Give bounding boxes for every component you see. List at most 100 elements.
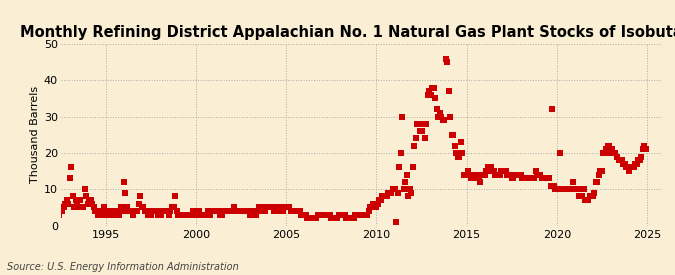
Point (138, 205, 148, 210)
Point (306, 216, 317, 221)
Point (134, 202, 144, 206)
Point (95, 209, 105, 213)
Point (234, 209, 245, 213)
Point (574, 194, 585, 199)
Point (159, 209, 170, 213)
Point (624, 169, 634, 173)
Point (464, 172, 475, 177)
Point (527, 176, 538, 180)
Point (394, 165, 404, 170)
Point (418, 122, 429, 126)
Point (455, 140, 466, 144)
Point (201, 212, 212, 217)
Point (243, 209, 254, 213)
Point (210, 209, 221, 213)
Point (622, 165, 633, 170)
Point (520, 176, 531, 180)
Point (397, 114, 408, 119)
Point (504, 172, 514, 177)
Point (148, 209, 159, 213)
Point (416, 129, 427, 133)
Point (183, 212, 194, 217)
Point (514, 172, 524, 177)
Point (204, 212, 215, 217)
Point (560, 187, 571, 191)
Point (286, 209, 296, 213)
Point (607, 147, 618, 152)
Point (356, 212, 367, 217)
Point (228, 205, 239, 210)
Point (248, 212, 259, 217)
Point (398, 187, 409, 191)
Point (230, 209, 240, 213)
Point (620, 165, 631, 170)
Point (288, 209, 299, 213)
Point (207, 209, 218, 213)
Point (157, 209, 168, 213)
Point (425, 93, 436, 97)
Point (639, 144, 649, 148)
Point (293, 209, 304, 213)
Point (347, 216, 358, 221)
Point (362, 212, 373, 217)
Point (358, 212, 369, 217)
Point (440, 56, 451, 61)
Point (54, 212, 65, 217)
Point (188, 209, 198, 213)
Point (545, 183, 556, 188)
Point (491, 172, 502, 177)
Point (566, 187, 577, 191)
Point (512, 172, 523, 177)
Point (500, 169, 511, 173)
Point (128, 212, 138, 217)
Point (292, 209, 302, 213)
Point (488, 169, 499, 173)
Point (55, 209, 66, 213)
Point (190, 212, 201, 217)
Point (342, 216, 353, 221)
Point (300, 212, 311, 217)
Point (502, 172, 512, 177)
Point (433, 114, 443, 119)
Point (272, 209, 283, 213)
Point (543, 176, 554, 180)
Point (386, 191, 397, 195)
Point (315, 212, 326, 217)
Point (124, 209, 135, 213)
Point (439, 118, 450, 122)
Point (532, 172, 543, 177)
Point (209, 209, 219, 213)
Point (395, 151, 406, 155)
Point (636, 154, 647, 159)
Point (421, 122, 431, 126)
Point (93, 212, 104, 217)
Point (472, 172, 483, 177)
Point (236, 209, 246, 213)
Point (485, 165, 496, 170)
Point (249, 212, 260, 217)
Point (445, 114, 456, 119)
Point (524, 176, 535, 180)
Point (196, 212, 207, 217)
Point (313, 212, 323, 217)
Point (511, 172, 522, 177)
Point (599, 151, 610, 155)
Point (246, 209, 257, 213)
Point (109, 209, 120, 213)
Point (558, 187, 568, 191)
Point (461, 172, 472, 177)
Point (451, 151, 462, 155)
Point (323, 212, 333, 217)
Point (182, 212, 192, 217)
Point (637, 147, 648, 152)
Point (391, 220, 402, 224)
Point (597, 169, 608, 173)
Point (222, 209, 233, 213)
Point (437, 118, 448, 122)
Point (537, 176, 547, 180)
Point (531, 169, 541, 173)
Point (189, 209, 200, 213)
Point (311, 216, 322, 221)
Point (70, 198, 81, 202)
Point (91, 209, 102, 213)
